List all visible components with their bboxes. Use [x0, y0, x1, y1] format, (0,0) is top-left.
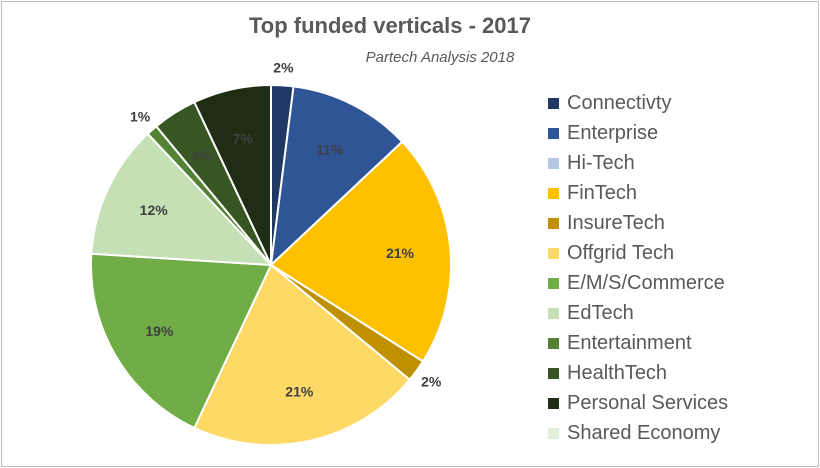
- legend-swatch: [548, 277, 559, 289]
- legend-item-entertainment: Entertainment: [548, 328, 728, 358]
- data-label-insuretech: 2%: [421, 373, 442, 389]
- legend-label: Personal Services: [567, 391, 729, 414]
- data-label-entertainment: 1%: [130, 109, 151, 125]
- legend-swatch: [548, 127, 559, 139]
- chart-title: Top funded verticals - 2017: [248, 13, 531, 38]
- legend-item-personal-services: Personal Services: [548, 388, 728, 418]
- legend-item-hi-tech: Hi-Tech: [548, 148, 728, 178]
- legend-swatch: [548, 217, 559, 229]
- pie-slice-personal-services: [193, 83, 272, 266]
- legend-item-edtech: EdTech: [548, 298, 728, 328]
- pie-slice-offgrid-tech: [193, 263, 412, 446]
- data-label-e-m-s-commerce: 19%: [145, 323, 174, 339]
- legend-label: EdTech: [567, 301, 634, 324]
- pie-slice-enterprise: [269, 85, 404, 268]
- legend-swatch: [548, 427, 559, 439]
- legend-label: Connectivty: [567, 91, 672, 114]
- legend-label: Offgrid Tech: [567, 241, 675, 264]
- legend-item-fintech: FinTech: [548, 178, 728, 208]
- legend-item-shared-economy: Shared Economy: [548, 418, 728, 448]
- legend-swatch: [548, 187, 559, 199]
- data-label-fintech: 21%: [386, 245, 415, 261]
- legend-label: Hi-Tech: [567, 151, 635, 174]
- legend-label: Entertainment: [567, 331, 692, 354]
- legend-label: Shared Economy: [567, 421, 721, 444]
- pie-slice-fintech: [269, 140, 452, 363]
- legend-label: HealthTech: [567, 361, 668, 384]
- pie-slice-edtech: [90, 132, 274, 267]
- data-label-connectivty: 2%: [273, 59, 294, 75]
- data-label-enterprise: 11%: [316, 142, 344, 158]
- pie-slice-e-m-s-commerce: [90, 252, 273, 430]
- legend-label: Enterprise: [567, 121, 659, 144]
- legend-label: InsureTech: [567, 211, 665, 234]
- legend-label: E/M/S/Commerce: [567, 271, 725, 294]
- legend-swatch: [548, 157, 559, 169]
- legend-item-offgrid-tech: Offgrid Tech: [548, 238, 728, 268]
- data-label-personal-services: 7%: [233, 131, 254, 147]
- legend-swatch: [548, 397, 559, 409]
- legend-item-insuretech: InsureTech: [548, 208, 728, 238]
- chart-subtitle: Partech Analysis 2018: [365, 49, 515, 66]
- legend-item-healthtech: HealthTech: [548, 358, 728, 388]
- legend-swatch: [548, 337, 559, 349]
- legend-swatch: [548, 97, 559, 109]
- legend-swatch: [548, 247, 559, 259]
- chart-legend: Connectivty Enterprise Hi-Tech FinTech Insur…: [548, 88, 728, 448]
- legend-item-enterprise: Enterprise: [548, 118, 728, 148]
- legend-swatch: [548, 307, 559, 319]
- legend-item-connectivty: Connectivty: [548, 88, 728, 118]
- legend-swatch: [548, 367, 559, 379]
- data-label-edtech: 12%: [140, 202, 169, 218]
- data-label-offgrid-tech: 21%: [285, 384, 314, 400]
- data-label-healthtech: 4%: [191, 148, 212, 164]
- legend-label: FinTech: [567, 181, 638, 204]
- legend-item-e-m-s-commerce: E/M/S/Commerce: [548, 268, 728, 298]
